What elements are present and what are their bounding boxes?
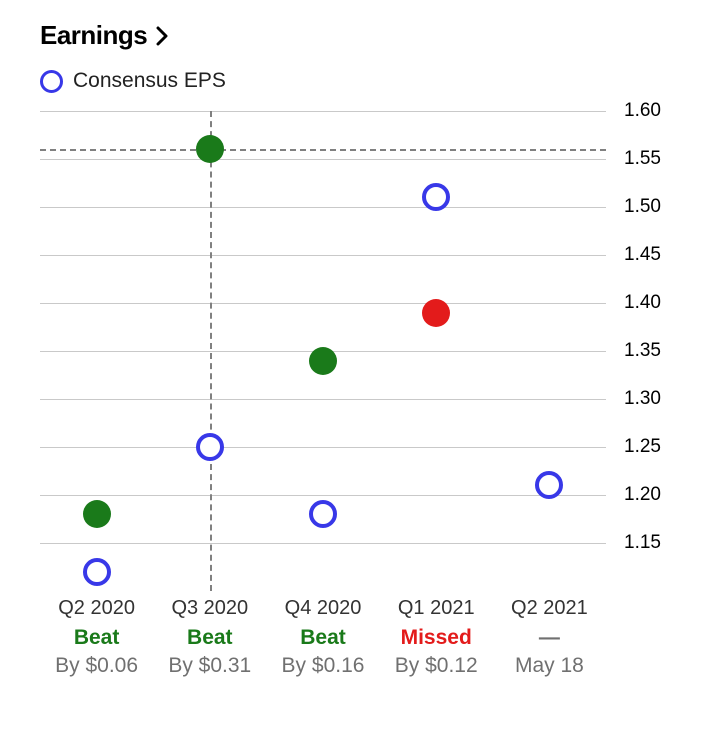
result-label: — xyxy=(493,626,606,650)
result-label: Beat xyxy=(40,626,153,650)
gridline xyxy=(40,399,606,400)
crosshair-horizontal xyxy=(40,149,606,151)
crosshair-vertical xyxy=(210,111,212,591)
quarter-label: Q1 2021 xyxy=(380,597,493,620)
result-label: Missed xyxy=(380,626,493,650)
quarter-label: Q4 2020 xyxy=(266,597,379,620)
result-detail: May 18 xyxy=(493,654,606,678)
plot-area: 1.601.551.501.451.401.351.301.251.201.15 xyxy=(40,111,606,591)
y-tick-label: 1.45 xyxy=(624,244,661,266)
result-detail: By $0.31 xyxy=(153,654,266,678)
quarter-label: Q2 2020 xyxy=(40,597,153,620)
result-label: Beat xyxy=(266,626,379,650)
gridline xyxy=(40,111,606,112)
result-label: Beat xyxy=(153,626,266,650)
consensus-marker xyxy=(422,183,450,211)
legend-label: Consensus EPS xyxy=(73,69,226,93)
title-row[interactable]: Earnings xyxy=(40,20,676,51)
consensus-marker xyxy=(309,500,337,528)
gridline xyxy=(40,543,606,544)
chevron-right-icon xyxy=(155,26,169,46)
y-tick-label: 1.15 xyxy=(624,532,661,554)
x-col: Q4 2020 Beat By $0.16 xyxy=(266,597,379,678)
page-title: Earnings xyxy=(40,20,147,51)
x-col: Q2 2020 Beat By $0.06 xyxy=(40,597,153,678)
y-tick-label: 1.40 xyxy=(624,292,661,314)
result-detail: By $0.12 xyxy=(380,654,493,678)
x-axis: Q2 2020BeatBy $0.06Q3 2020BeatBy $0.31Q4… xyxy=(40,597,606,678)
actual-marker xyxy=(196,135,224,163)
consensus-marker xyxy=(535,471,563,499)
x-col: Q2 2021 — May 18 xyxy=(493,597,606,678)
gridline xyxy=(40,159,606,160)
gridline xyxy=(40,495,606,496)
y-tick-label: 1.35 xyxy=(624,340,661,362)
consensus-marker xyxy=(83,558,111,586)
legend: Consensus EPS xyxy=(40,69,676,93)
y-tick-label: 1.55 xyxy=(624,148,661,170)
y-tick-label: 1.25 xyxy=(624,436,661,458)
actual-marker xyxy=(422,299,450,327)
consensus-marker-icon xyxy=(40,70,63,93)
earnings-widget: Earnings Consensus EPS 1.601.551.501.451… xyxy=(0,0,706,732)
y-tick-label: 1.60 xyxy=(624,100,661,122)
result-detail: By $0.06 xyxy=(40,654,153,678)
gridline xyxy=(40,303,606,304)
x-col: Q3 2020 Beat By $0.31 xyxy=(153,597,266,678)
quarter-label: Q2 2021 xyxy=(493,597,606,620)
actual-marker xyxy=(309,347,337,375)
earnings-chart: 1.601.551.501.451.401.351.301.251.201.15… xyxy=(40,111,676,678)
consensus-marker xyxy=(196,433,224,461)
gridline xyxy=(40,207,606,208)
y-tick-label: 1.50 xyxy=(624,196,661,218)
result-detail: By $0.16 xyxy=(266,654,379,678)
actual-marker xyxy=(83,500,111,528)
gridline xyxy=(40,255,606,256)
gridline xyxy=(40,447,606,448)
y-tick-label: 1.20 xyxy=(624,484,661,506)
quarter-label: Q3 2020 xyxy=(153,597,266,620)
y-tick-label: 1.30 xyxy=(624,388,661,410)
x-col: Q1 2021 Missed By $0.12 xyxy=(380,597,493,678)
